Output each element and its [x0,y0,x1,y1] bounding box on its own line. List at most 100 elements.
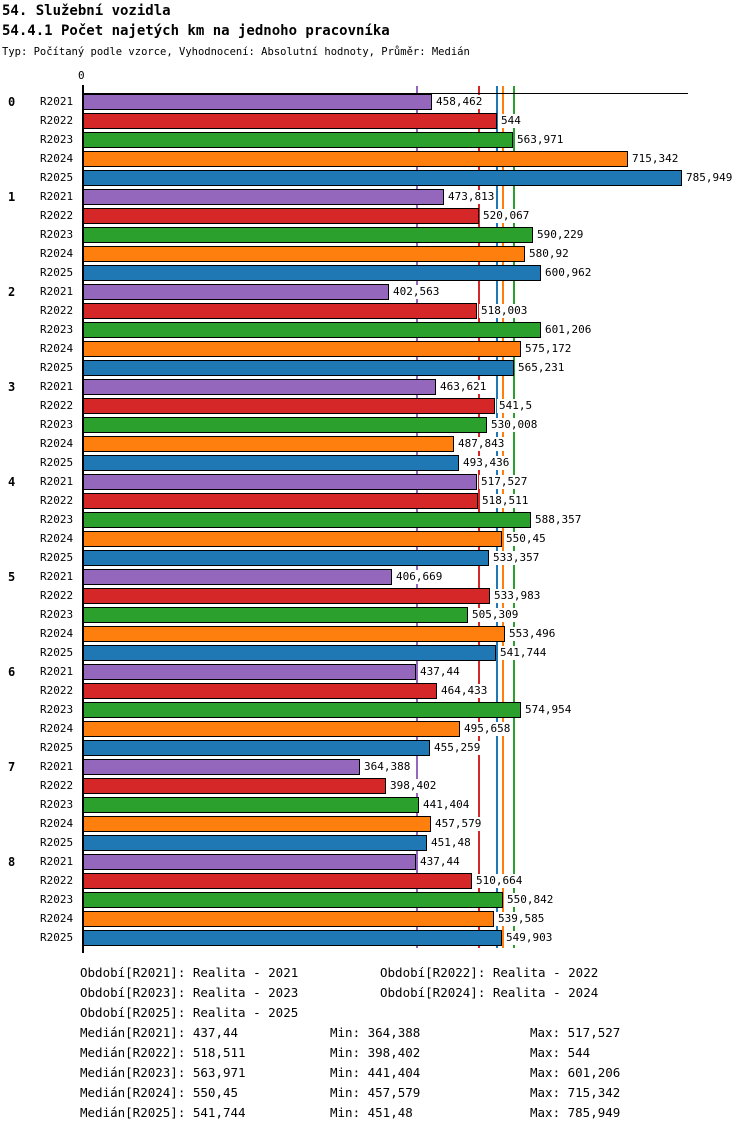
stat-max: Max: 601,206 [530,1065,621,1080]
bar [82,417,487,433]
group-label: 4 [8,475,16,489]
bar [82,721,460,737]
bar [82,474,477,490]
bar-row-label: R2025 [40,646,74,659]
stat-max: Max: 785,949 [530,1105,621,1120]
bar-value-label: 541,5 [497,399,535,413]
stat-min: Min: 364,388 [330,1025,421,1040]
bar [82,512,531,528]
bar-row-label: R2021 [40,285,74,298]
bar-value-label: 574,954 [523,703,574,717]
bar-value-label: 457,579 [433,817,484,831]
bar-value-label: 544 [499,114,523,128]
bar-row-label: R2025 [40,171,74,184]
bar [82,892,503,908]
bar-row-label: R2022 [40,304,74,317]
bar-value-label: 505,309 [470,608,521,622]
bar [82,873,472,889]
bar-row-label: R2021 [40,380,74,393]
report-title: 54. Služební vozidla [2,3,171,19]
group-label: 3 [8,380,16,394]
bar-value-label: 590,229 [535,228,586,242]
bar [82,94,432,110]
bar-value-label: 518,003 [479,304,530,318]
y-axis-line [82,85,84,953]
bar-row-label: R2025 [40,266,74,279]
bar-value-label: 550,45 [504,532,548,546]
group-label: 8 [8,855,16,869]
bar [82,322,541,338]
bar [82,265,541,281]
bar-row-label: R2022 [40,494,74,507]
bar-value-label: 437,44 [418,855,462,869]
group-label: 1 [8,190,16,204]
bar [82,132,513,148]
bar [82,740,430,756]
bar [82,835,427,851]
bar [82,702,521,718]
bar-value-label: 451,48 [429,836,473,850]
bar-row-label: R2022 [40,209,74,222]
bar [82,930,502,946]
stat-min: Min: 398,402 [330,1045,421,1060]
bar-row-label: R2022 [40,114,74,127]
bar-value-label: 398,402 [388,779,439,793]
stat-min: Min: 441,404 [330,1065,421,1080]
stat-median: Medián[R2021]: 437,44 [80,1025,239,1040]
bar [82,398,495,414]
bar-value-label: 520,067 [481,209,532,223]
bar [82,626,505,642]
bar-value-label: 493,436 [461,456,512,470]
bar [82,854,416,870]
bar-row-label: R2022 [40,589,74,602]
chart-title: 54.4.1 Počet najetých km na jednoho prac… [2,23,390,39]
bar-value-label: 785,949 [684,171,735,185]
bar [82,531,502,547]
bar-value-label: 437,44 [418,665,462,679]
stat-max: Max: 517,527 [530,1025,621,1040]
bar [82,797,419,813]
bar [82,911,494,927]
bar-value-label: 495,658 [462,722,513,736]
bar-row-label: R2025 [40,551,74,564]
stat-median: Medián[R2024]: 550,45 [80,1085,239,1100]
bar-row-label: R2022 [40,874,74,887]
bar [82,645,496,661]
bar-value-label: 364,388 [362,760,413,774]
bar [82,588,490,604]
bar [82,816,431,832]
bar-value-label: 402,563 [391,285,442,299]
stat-min: Min: 457,579 [330,1085,421,1100]
bar-value-label: 601,206 [543,323,594,337]
bar-row-label: R2023 [40,228,74,241]
bar-value-label: 510,664 [474,874,525,888]
bar-row-label: R2021 [40,760,74,773]
bar-value-label: 517,527 [479,475,530,489]
bar-row-label: R2024 [40,722,74,735]
bar-value-label: 715,342 [630,152,681,166]
bar-value-label: 464,433 [439,684,490,698]
bar [82,607,468,623]
stat-max: Max: 715,342 [530,1085,621,1100]
bar [82,341,521,357]
stat-median: Medián[R2025]: 541,744 [80,1105,246,1120]
group-label: 0 [8,95,16,109]
bar [82,189,444,205]
bar-value-label: 530,008 [489,418,540,432]
legend-item: Období[R2025]: Realita - 2025 [80,1005,299,1020]
bar-value-label: 406,669 [394,570,445,584]
bar [82,455,459,471]
bar [82,113,497,129]
bar-value-label: 441,404 [421,798,472,812]
legend-item: Období[R2022]: Realita - 2022 [380,965,599,980]
bar-row-label: R2021 [40,475,74,488]
bar-row-label: R2023 [40,133,74,146]
bar-row-label: R2021 [40,95,74,108]
stat-median: Medián[R2023]: 563,971 [80,1065,246,1080]
bar-value-label: 487,843 [456,437,507,451]
bar [82,227,533,243]
legend-item: Období[R2021]: Realita - 2021 [80,965,299,980]
bar-row-label: R2021 [40,190,74,203]
bar-row-label: R2024 [40,152,74,165]
bar-value-label: 518,511 [480,494,531,508]
